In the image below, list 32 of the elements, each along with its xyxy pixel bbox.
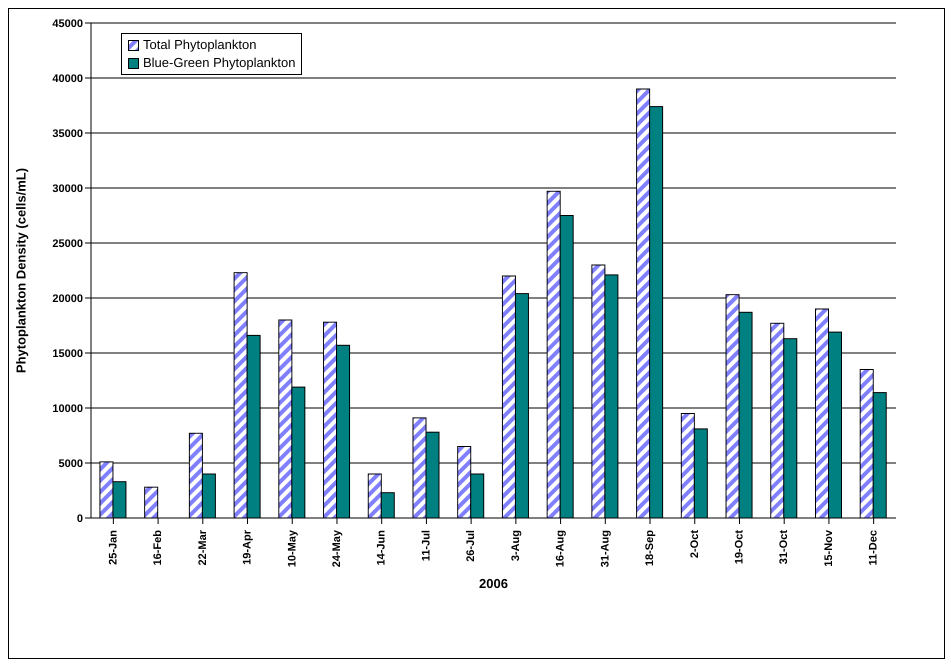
y-tick-label: 5000 (58, 458, 83, 470)
x-tick-label: 19-Apr (242, 529, 254, 565)
y-tick-label: 35000 (52, 128, 83, 140)
y-tick-label: 0 (76, 512, 83, 525)
x-tick-label: 11-Dec (868, 530, 880, 566)
x-tick-label: 24-May (330, 529, 343, 568)
x-tick-label: 11-Jul (420, 530, 432, 562)
x-tick-label: 19-Oct (733, 530, 746, 564)
x-tick-label: 31-Oct (778, 530, 790, 564)
x-tick-label: 31-Aug (599, 530, 612, 568)
x-tick-label: 3-Aug (510, 530, 522, 562)
x-tick-label: 14-Jun (376, 530, 388, 566)
x-tick-label: 25-Jan (107, 530, 120, 565)
x-tick-label: 26-Jul (465, 530, 478, 562)
legend-label: Blue-Green Phytoplankton (143, 54, 296, 72)
y-tick-label: 40000 (52, 72, 83, 85)
x-tick-label: 16-Aug (554, 530, 567, 568)
x-tick-label: 18-Sep (644, 530, 656, 566)
x-tick-label: 10-May (286, 529, 298, 568)
y-axis-title: Phytoplankton Density (cells/mL) (14, 168, 29, 374)
y-tick-label: 20000 (52, 292, 83, 305)
legend-label: Total Phytoplankton (143, 36, 256, 54)
x-tick-label: 15-Nov (822, 529, 835, 567)
y-tick-label: 15000 (52, 348, 83, 360)
x-tick-label: 16-Feb (152, 530, 164, 566)
y-tick-label: 30000 (52, 182, 83, 195)
y-tick-label: 25000 (52, 238, 83, 250)
x-tick-label: 22-Mar (196, 529, 209, 566)
y-tick-label: 10000 (52, 402, 83, 415)
x-tick-label: 2-Oct (688, 530, 701, 558)
x-axis-title: 2006 (479, 576, 508, 591)
y-tick-label: 45000 (52, 18, 83, 30)
